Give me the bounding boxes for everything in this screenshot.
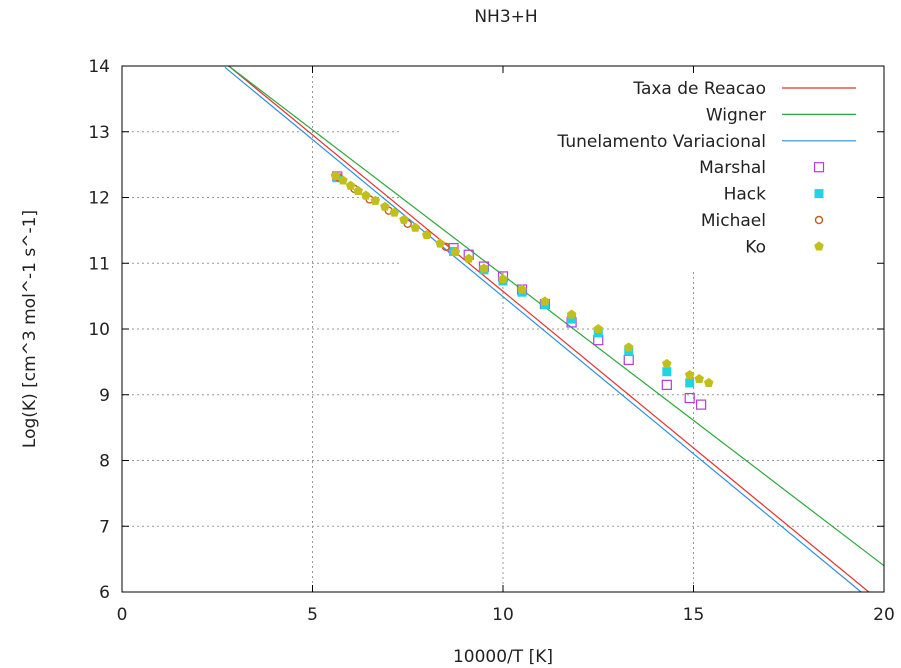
point-ko xyxy=(540,296,550,306)
legend: Taxa de Reacao Wigner Tunelamento Variacio… xyxy=(557,79,856,257)
legend-swatch-marshal xyxy=(813,162,825,173)
point-ko xyxy=(593,324,604,334)
x-tick-labels: 0 5 10 15 20 xyxy=(117,605,895,625)
point-ko xyxy=(338,175,348,185)
x-tick-label: 0 xyxy=(117,605,128,625)
point-hack xyxy=(685,378,695,388)
series-lines xyxy=(224,66,884,592)
series-line-tunelamento-variacional xyxy=(224,66,862,592)
point-marshal xyxy=(696,399,707,410)
point-ko xyxy=(694,373,704,384)
y-tick-label: 13 xyxy=(88,123,110,143)
x-tick-label: 10 xyxy=(492,605,514,625)
point-ko xyxy=(566,309,577,319)
point-ko xyxy=(498,274,508,284)
y-tick-label: 10 xyxy=(88,320,110,340)
point-ko xyxy=(517,284,527,294)
y-tick-label: 12 xyxy=(88,189,110,209)
legend-label-hack: Hack xyxy=(724,185,767,205)
y-tick-label: 14 xyxy=(88,57,110,77)
legend-label-tunelamento-variacional: Tunelamento Variacional xyxy=(557,132,766,152)
y-tick-label: 11 xyxy=(88,254,110,274)
point-ko xyxy=(380,201,390,211)
y-tick-label: 8 xyxy=(99,452,110,472)
series-markers xyxy=(330,170,714,410)
point-ko xyxy=(361,190,371,200)
point-marshal xyxy=(623,354,634,366)
legend-swatch-ko xyxy=(814,241,824,251)
chart-title: NH3+H xyxy=(474,7,537,27)
x-axis-label: 10000/T [K] xyxy=(453,647,553,667)
point-marshal xyxy=(684,392,695,404)
legend-label-michael: Michael xyxy=(701,211,766,231)
y-axis-label: Log(K) [cm^3 mol^-1 s^-1] xyxy=(20,210,40,448)
point-ko xyxy=(463,253,474,263)
y-tick-labels: 6 7 8 9 10 11 12 13 14 xyxy=(88,57,110,603)
point-ko xyxy=(353,185,363,195)
point-ko xyxy=(479,263,489,273)
series-line-wigner xyxy=(228,66,884,567)
legend-label-taxa-de-reacao: Taxa de Reacao xyxy=(632,79,766,99)
x-tick-label: 15 xyxy=(683,605,705,625)
point-ko xyxy=(330,170,341,180)
legend-label-marshal: Marshal xyxy=(699,158,766,178)
point-ko xyxy=(684,370,695,380)
legend-label-ko: Ko xyxy=(745,237,766,257)
point-ko xyxy=(662,358,672,368)
gridlines xyxy=(122,66,884,592)
y-tick-label: 7 xyxy=(99,517,110,537)
legend-swatch-hack xyxy=(814,189,824,199)
point-ko xyxy=(450,247,461,257)
axis-ticks xyxy=(121,65,885,593)
point-ko xyxy=(435,238,445,248)
point-ko xyxy=(370,195,381,205)
point-ko xyxy=(623,342,634,352)
x-tick-label: 20 xyxy=(873,605,895,625)
point-ko xyxy=(422,229,432,240)
series-line-taxa-de-reacao xyxy=(228,66,870,592)
point-ko xyxy=(389,207,400,217)
y-tick-label: 6 xyxy=(99,583,110,603)
legend-label-wigner: Wigner xyxy=(706,105,766,125)
point-ko xyxy=(703,377,714,387)
point-hack xyxy=(662,367,672,377)
point-ko xyxy=(345,180,356,190)
point-marshal xyxy=(661,379,672,390)
point-hack xyxy=(567,314,577,324)
y-tick-label: 9 xyxy=(99,386,110,406)
legend-swatch-michael xyxy=(814,215,824,225)
point-ko xyxy=(410,222,421,232)
point-ko xyxy=(399,214,409,224)
x-tick-label: 5 xyxy=(307,605,318,625)
